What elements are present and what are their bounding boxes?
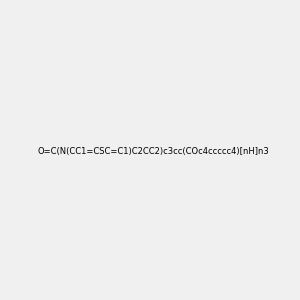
Text: O=C(N(CC1=CSC=C1)C2CC2)c3cc(COc4ccccc4)[nH]n3: O=C(N(CC1=CSC=C1)C2CC2)c3cc(COc4ccccc4)[… bbox=[38, 147, 270, 156]
